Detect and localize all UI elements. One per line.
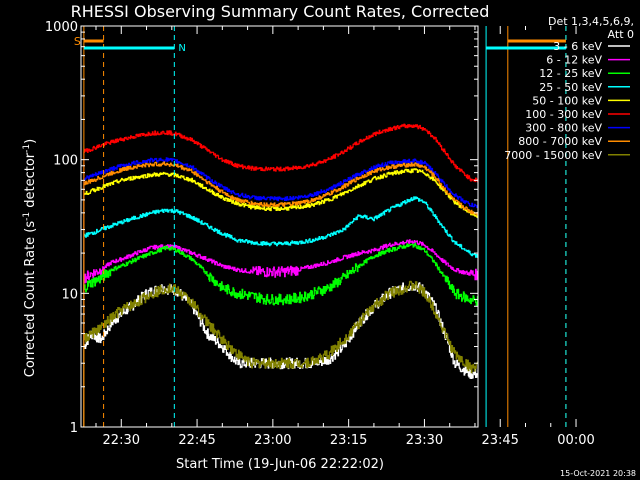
y-tick-label-3: 1000 [45, 20, 78, 35]
legend-label-7: 800 - 7000 keV [518, 135, 602, 148]
x-tick-label-3: 23:15 [330, 433, 367, 448]
legend-title-line2: Att 0 [608, 28, 634, 41]
legend-label-8: 7000 - 15000 keV [504, 149, 602, 162]
y-tick-label-1: 10 [61, 287, 78, 302]
y-axis-label-mid: detector [23, 152, 38, 212]
legend-label-0: 3 - 6 keV [553, 40, 602, 53]
legend-label-6: 300 - 800 keV [525, 122, 602, 135]
y-tick-label-2: 100 [53, 154, 78, 169]
annotation-s-label: S [74, 35, 81, 48]
chart-title: RHESSI Observing Summary Count Rates, Co… [71, 2, 490, 21]
series-line-3 [83, 196, 478, 258]
annotation-n-label: N [178, 43, 185, 54]
y-axis-label-end: ) [23, 139, 38, 144]
plot-area: S N 22:30 22:45 23:00 23:15 23:30 23:45 00:00 1 10… [45, 20, 595, 448]
y-axis-label-sup2: -1 [22, 144, 32, 153]
legend-label-3: 25 - 50 keV [539, 81, 602, 94]
x-tick-label-6: 00:00 [557, 433, 594, 448]
x-axis-label: Start Time (19-Jun-06 22:22:02) [176, 457, 384, 472]
legend-label-5: 100 - 300 keV [525, 108, 602, 121]
series-line-5 [83, 123, 478, 183]
x-tick-label-2: 23:00 [254, 433, 291, 448]
legend-label-1: 6 - 12 keV [546, 54, 602, 67]
series-line-8 [83, 280, 478, 374]
plot-frame [80, 25, 479, 428]
y-axis-label-main: Corrected Count Rate (s [23, 221, 38, 378]
legend-label-2: 12 - 25 keV [539, 67, 602, 80]
series-line-2 [83, 242, 478, 307]
x-tick-label-1: 22:45 [178, 433, 215, 448]
x-tick-label-5: 23:45 [481, 433, 518, 448]
series-line-4 [83, 168, 478, 219]
y-axis-label-sup1: -1 [22, 212, 32, 221]
x-tick-label-4: 23:30 [406, 433, 443, 448]
x-tick-label-0: 22:30 [103, 433, 140, 448]
series-line-1 [83, 239, 478, 284]
legend-label-4: 50 - 100 keV [532, 94, 602, 107]
y-axis-label: Corrected Count Rate (s-1 detector-1) [22, 139, 38, 377]
series-line-7 [83, 161, 478, 216]
series-line-6 [83, 157, 478, 209]
legend-title-line1: Det 1,3,4,5,6,9, [548, 15, 634, 28]
timestamp: 15-Oct-2021 20:38 [560, 469, 636, 478]
y-tick-label-0: 1 [70, 421, 78, 436]
